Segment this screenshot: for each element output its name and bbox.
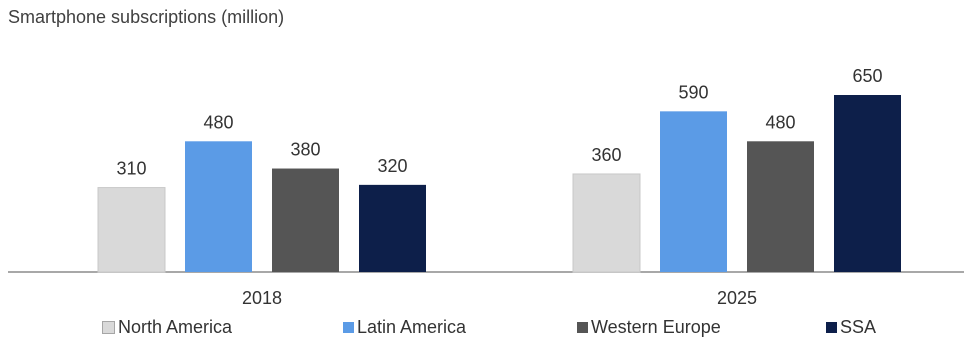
legend-swatch	[343, 322, 354, 333]
chart-title: Smartphone subscriptions (million)	[8, 7, 285, 27]
legend-item: Latin America	[343, 317, 466, 338]
legend-item: Western Europe	[577, 317, 721, 338]
data-label: 320	[377, 156, 407, 176]
x-tick-label: 2025	[717, 288, 757, 308]
legend: North America Latin America Western Europe…	[0, 317, 964, 339]
legend-swatch	[577, 322, 588, 333]
bar-north-america-2018	[97, 187, 166, 273]
bar-ssa-2025	[834, 95, 901, 272]
bar-north-america-2025	[572, 173, 641, 273]
data-label: 310	[116, 159, 146, 179]
legend-swatch	[826, 322, 837, 333]
bar-ssa-2018	[359, 184, 426, 272]
bar-western-europe-2018	[272, 168, 339, 272]
legend-label: SSA	[840, 317, 877, 337]
data-label: 480	[765, 112, 795, 132]
data-label: 480	[203, 112, 233, 132]
legend-item: North America	[102, 317, 232, 338]
legend-label: North America	[118, 317, 233, 337]
legend-swatch	[102, 321, 115, 334]
data-label: 650	[852, 66, 882, 86]
bar-latin-america-2018	[185, 141, 252, 272]
bar-latin-america-2025	[660, 111, 727, 272]
data-label: 360	[591, 145, 621, 165]
legend-item: SSA	[826, 317, 876, 338]
bar-western-europe-2025	[747, 141, 814, 272]
data-label: 590	[678, 82, 708, 102]
legend-label: Latin America	[357, 317, 467, 337]
legend-label: Western Europe	[591, 317, 721, 337]
x-tick-label: 2018	[242, 288, 282, 308]
data-label: 380	[290, 140, 320, 160]
